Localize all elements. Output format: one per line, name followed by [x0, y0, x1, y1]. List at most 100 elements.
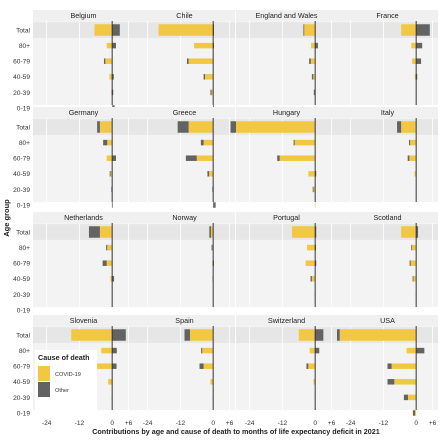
panel-scotland: Scotland [337, 212, 438, 307]
panel-title: Greece [173, 108, 197, 117]
x-tick-label: +6 [328, 420, 336, 427]
bar-covid-19 [210, 226, 214, 238]
bar-covid-19 [414, 171, 417, 177]
bar-covid-19 [204, 74, 214, 80]
bar-covid-19 [412, 244, 417, 251]
bar-other [186, 58, 189, 64]
y-tick-label: 20-39 [13, 292, 30, 299]
bar-covid-19 [110, 171, 113, 177]
bar-covid-19 [189, 329, 214, 341]
x-tick-label: -24 [143, 420, 153, 427]
panel-strip [33, 107, 134, 118]
bar-covid-19 [188, 121, 214, 133]
panel-france: France [337, 10, 438, 105]
bar-covid-19 [106, 155, 113, 161]
bar-other [416, 226, 419, 238]
bar-other [230, 121, 236, 133]
panel-strip [337, 10, 438, 21]
bar-other [211, 244, 213, 251]
panel-title: Slovenia [70, 316, 98, 325]
bar-other [315, 226, 317, 238]
bar-covid-19 [107, 139, 113, 146]
panel-strip [33, 10, 134, 21]
panel-hungary: Hungary [230, 107, 337, 208]
y-tick-label: 0-19 [17, 410, 31, 417]
bar-other [213, 202, 216, 208]
bar-other [303, 24, 305, 36]
y-tick-label: 40-59 [13, 171, 30, 178]
bar-covid-19 [236, 121, 316, 133]
bar-covid-19 [401, 24, 417, 36]
y-tick-label: 60-79 [13, 156, 30, 163]
bar-other [200, 139, 204, 146]
x-axis-label: Contributions by age and cause of death … [92, 427, 380, 436]
bar-other [416, 347, 425, 354]
total-row-band [236, 224, 337, 240]
y-tick-label: 40-59 [13, 276, 30, 283]
bar-covid-19 [311, 42, 316, 49]
panel-greece: Greece [134, 107, 235, 208]
bar-other [409, 260, 411, 266]
bar-covid-19 [407, 394, 417, 401]
legend-swatch-other [38, 382, 50, 397]
y-tick-label: 40-59 [13, 74, 30, 81]
y-tick-label: 40-59 [13, 379, 30, 386]
panel-strip [236, 107, 337, 118]
panel-strip [134, 10, 235, 21]
bar-other [397, 121, 402, 133]
y-tick-label: 0-19 [17, 307, 31, 314]
bar-covid-19 [313, 186, 316, 193]
bar-covid-19 [94, 24, 113, 36]
bar-covid-19 [106, 260, 113, 266]
panel-strip [337, 107, 438, 118]
bar-covid-19 [99, 226, 113, 238]
bar-covid-19 [209, 171, 214, 177]
bar-other [106, 244, 108, 251]
y-axis-label: Age group [2, 199, 11, 237]
total-row-band [33, 119, 134, 135]
bar-covid-19 [391, 363, 417, 369]
bar-other [315, 329, 324, 341]
legend-swatch-covid-19 [38, 366, 50, 381]
bar-other [310, 276, 312, 282]
panel-title: Italy [381, 108, 395, 117]
bar-covid-19 [294, 139, 316, 146]
bar-other [407, 155, 410, 161]
bar-other [412, 410, 416, 416]
bar-other [199, 363, 204, 369]
bar-covid-19 [306, 244, 316, 251]
bar-other [88, 226, 100, 238]
panel-chile: Chile [134, 10, 235, 111]
panel-strip [33, 315, 134, 326]
bar-covid-19 [108, 379, 113, 385]
legend-label-other: Other [55, 388, 69, 394]
bar-other [112, 276, 115, 282]
bar-covid-19 [410, 260, 417, 266]
panel-netherlands: Netherlands [33, 212, 134, 307]
panel-title: Chile [176, 11, 192, 20]
legend-title: Cause of death [38, 353, 90, 362]
bar-other [315, 42, 318, 49]
bar-other [416, 42, 423, 49]
panel-belgium: Belgium [33, 10, 134, 111]
panel-title: Netherlands [64, 213, 103, 222]
panel-strip [236, 10, 337, 21]
y-tick-label: 0-19 [17, 105, 31, 112]
bar-other [416, 24, 430, 36]
bar-other [112, 24, 120, 36]
bar-other [313, 89, 315, 96]
panel-title: France [376, 11, 398, 20]
bar-other [201, 347, 203, 354]
x-tick-label: 0 [110, 420, 114, 427]
bar-covid-19 [194, 42, 214, 49]
panel-strip [236, 315, 337, 326]
bar-covid-19 [211, 89, 214, 96]
bar-covid-19 [97, 363, 113, 369]
bar-other [387, 379, 395, 385]
bar-covid-19 [107, 244, 113, 251]
bar-other [306, 363, 309, 369]
bar-covid-19 [411, 42, 417, 49]
bar-covid-19 [101, 347, 113, 354]
